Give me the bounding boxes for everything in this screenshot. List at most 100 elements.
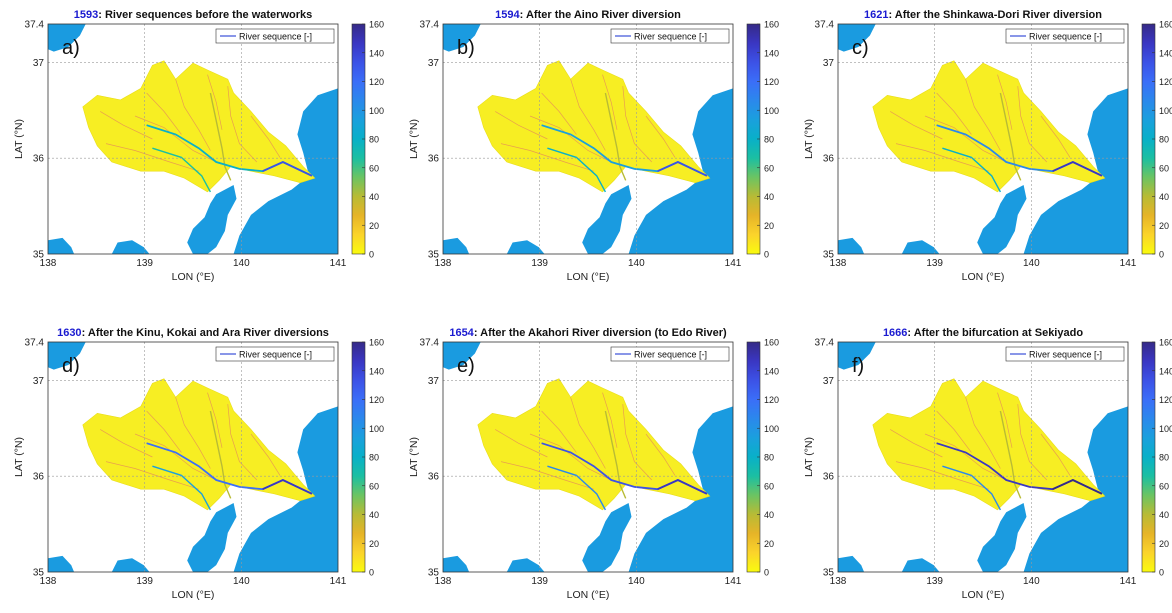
sea-area [443,24,481,52]
y-tick-label: 35 [428,250,440,261]
x-tick-label: 138 [435,576,452,587]
colorbar-tick-label: 140 [764,48,779,58]
colorbar-tick-label: 120 [764,395,779,405]
panel-title-text: After the Shinkawa-Dori River diversion [895,9,1102,21]
colorbar-tick-label: 80 [369,453,379,463]
panel-title-year: 1593 [74,9,98,21]
x-tick-label: 138 [435,258,452,269]
tributary-line [890,429,943,458]
colorbar-tick-label: 20 [369,221,379,231]
sea-area [582,503,632,572]
sea-area [628,406,733,572]
colorbar-tick-label: 160 [1159,338,1172,348]
colorbar-tick-label: 100 [764,106,779,116]
river-channel [999,410,1022,499]
y-tick-label: 37.4 [25,20,45,31]
tributary-line [227,404,258,481]
colorbar-tick-label: 80 [1159,135,1169,145]
y-tick-label: 37.4 [25,338,45,349]
y-axis-label: LAT (°N) [408,119,420,159]
colorbar-tick-label: 60 [1159,163,1169,173]
colorbar-tick-label: 100 [1159,424,1172,434]
sea-area [506,240,545,254]
tributary-line [570,397,606,469]
river-channel [604,92,627,181]
river-basin [82,378,316,511]
x-tick-label: 140 [628,258,645,269]
map-axes-frame [837,23,1129,255]
colorbar-tick-label: 100 [764,424,779,434]
y-tick-label: 35 [428,568,440,579]
river-channel [942,465,1002,511]
river-channel [209,410,232,499]
tributary-line [890,111,943,140]
river-mainstem-downstream [657,161,708,177]
tributary-line [207,392,223,448]
x-axis-label: LON (°E) [172,589,215,601]
legend-label: River sequence [-] [239,32,312,42]
river-mainstem-downstream [262,479,313,495]
sea-area [233,406,338,572]
river-channel [547,147,607,193]
colorbar-tick-label: 160 [764,338,779,348]
colorbar-tick-label: 0 [369,568,374,578]
tributary-line [207,74,223,130]
river-mainstem-downstream [1052,161,1103,177]
tributary-line [146,92,182,135]
y-tick-label: 36 [823,472,835,483]
x-tick-label: 140 [233,258,250,269]
map-panel: 138 139 140 141 35 36 37 37.4 LON (°E) LAT (°N) 16… [13,327,384,601]
colorbar-tick-label: 140 [1159,48,1172,58]
y-tick-label: 35 [33,250,45,261]
legend-label: River sequence [-] [239,350,312,360]
panel-title-text: After the Aino River diversion [526,9,681,21]
y-axis-label: LAT (°N) [13,437,25,477]
colorbar-tick-label: 20 [764,539,774,549]
river-channel [999,92,1022,181]
colorbar-tick-label: 20 [1159,539,1169,549]
tributary-line [965,397,1001,469]
tributary-line [570,79,606,151]
panel-title-year: 1654 [449,327,474,339]
panel-letter: b) [457,37,475,59]
y-tick-label: 37 [33,58,45,69]
panel-title: 1630: After the Kinu, Kokai and Ara Rive… [57,327,329,339]
y-tick-label: 35 [33,568,45,579]
tributary-line [622,86,653,163]
sea-area [48,237,75,254]
tributary-line [645,433,676,476]
panel-title: 1593: River sequences before the waterwo… [74,9,312,21]
y-tick-label: 37.4 [420,20,440,31]
x-tick-label: 139 [926,576,943,587]
legend-box [610,346,730,362]
x-tick-label: 140 [1023,576,1040,587]
river-channel [152,465,212,511]
colorbar-tick-label: 80 [764,453,774,463]
panel-letter: d) [62,355,80,377]
tributary-line [134,115,217,163]
y-tick-label: 36 [428,154,440,165]
colorbar-tick-label: 80 [369,135,379,145]
river-channel [209,92,232,181]
colorbar-tick-label: 80 [764,135,774,145]
tributary-line [105,143,199,172]
x-tick-label: 140 [1023,258,1040,269]
colorbar-tick-label: 120 [1159,77,1172,87]
legend-label: River sequence [-] [634,32,707,42]
sea-area [901,240,940,254]
colorbar-tick-label: 40 [369,192,379,202]
legend-box [1005,28,1125,44]
tributary-line [529,433,612,481]
map-axes-frame [442,23,734,255]
y-tick-label: 36 [33,472,45,483]
sea-area [506,558,545,572]
x-tick-label: 141 [330,258,347,269]
x-axis-label: LON (°E) [962,271,1005,283]
sea-area [838,24,876,52]
tributary-line [997,74,1013,130]
panel-letter: e) [457,355,475,377]
x-axis-label: LON (°E) [567,589,610,601]
colorbar-tick-label: 120 [369,395,384,405]
sea-area [838,555,865,572]
